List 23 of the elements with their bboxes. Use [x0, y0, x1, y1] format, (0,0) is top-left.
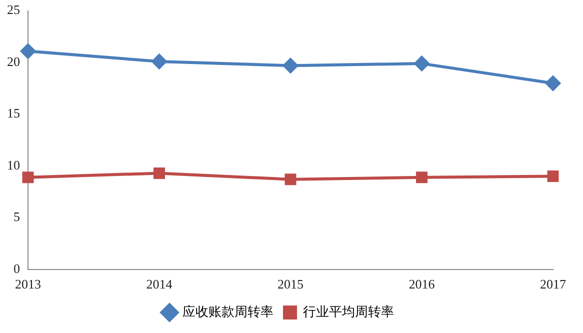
point: [283, 58, 298, 74]
y-tick-label: 5: [14, 209, 20, 224]
y-tick-label: 25: [7, 2, 20, 18]
y-tick-label: 15: [7, 106, 20, 121]
point: [152, 54, 167, 69]
x-tick-label: 2015: [278, 276, 304, 292]
x-tick-label: 2016: [408, 276, 436, 292]
legend-label: 行业平均周转率: [303, 304, 394, 320]
y-tick-label: 0: [14, 260, 20, 276]
x-tick-label: 2017: [540, 276, 566, 292]
point: [20, 44, 36, 59]
point: [22, 172, 34, 184]
x-tick-label: 2014: [146, 276, 173, 292]
point: [546, 76, 560, 91]
y-tick-label: 20: [7, 54, 20, 69]
y-tick-label: 10: [7, 157, 20, 172]
point: [284, 174, 296, 186]
x-tick-label: 2013: [15, 276, 41, 292]
point: [416, 172, 428, 184]
point: [414, 56, 430, 72]
point: [547, 170, 559, 182]
legend-label: 应收账款周转率: [182, 304, 274, 320]
point: [154, 167, 165, 179]
